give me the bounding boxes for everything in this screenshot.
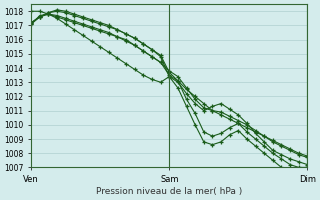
X-axis label: Pression niveau de la mer( hPa ): Pression niveau de la mer( hPa )	[96, 187, 242, 196]
